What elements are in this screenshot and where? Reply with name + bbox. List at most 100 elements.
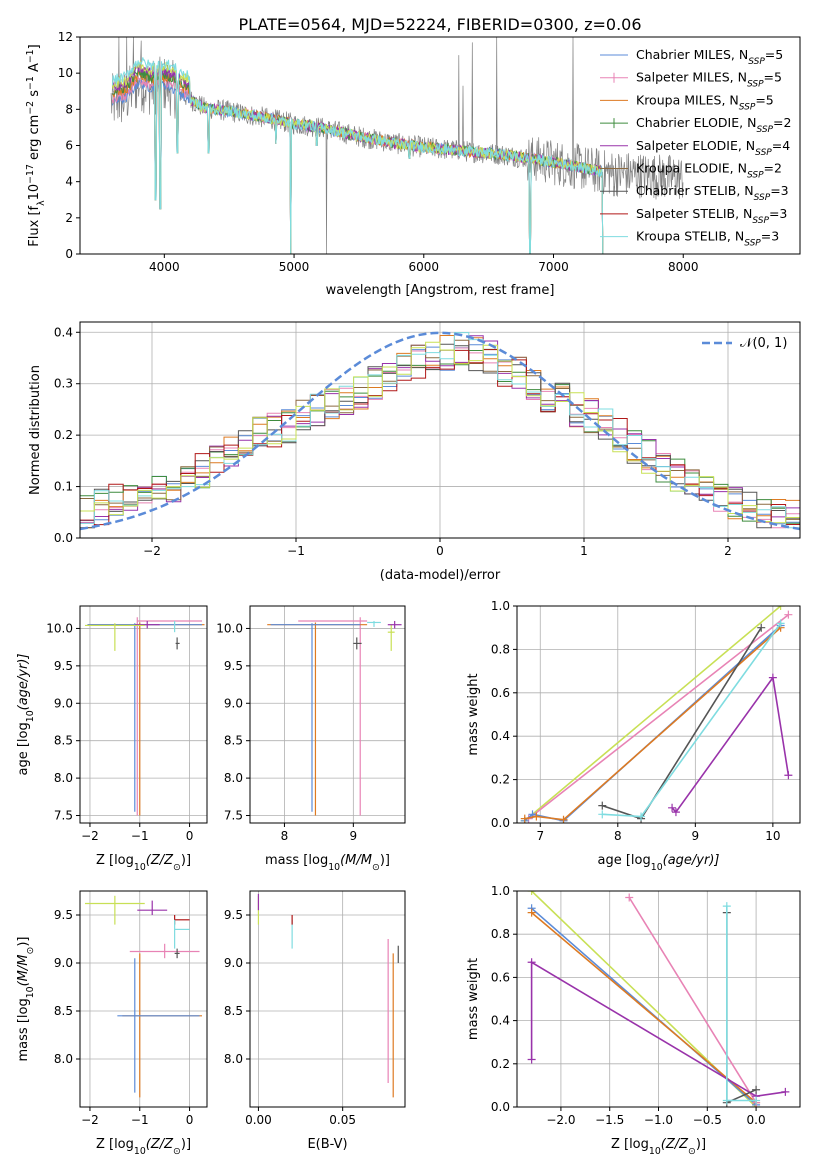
legend-entry: Salpeter STELIB, NSSP=3	[636, 206, 787, 226]
x-tick-label: 0	[186, 1113, 194, 1127]
residuals-ylabel: Normed distribution	[28, 365, 43, 495]
figure-title: PLATE=0564, MJD=52224, FIBERID=0300, z=0…	[238, 15, 641, 34]
y-tick-label: 0.4	[491, 1014, 510, 1028]
x-tick-label: 9	[692, 829, 700, 843]
age-vs-Z-panel: −2 −1 0 7.5 8.0 8.5 9.0 9.5 10.0 Z [log10(Z/Z⊙)] a…	[16, 605, 208, 873]
legend-entry: Chabrier ELODIE, NSSP=2	[636, 115, 791, 135]
weight-marker	[598, 810, 607, 819]
residuals-panel: −2 −1 0 1 2 0.0 0.1 0.2 0.3 0.4 (data-model)/error…	[28, 321, 801, 583]
y-tick-label: 0.0	[54, 531, 73, 545]
age-vs-Z-ylabel: age [log10(age/yr)]	[16, 654, 36, 776]
plot-frame	[249, 890, 406, 1108]
plot-frame	[79, 890, 208, 1108]
weight-line-kroupa-miles	[531, 911, 757, 1104]
y-tick-label: 0.2	[491, 1057, 510, 1071]
y-tick-label: 9.5	[224, 908, 243, 922]
y-tick-label: 10.0	[216, 621, 243, 635]
y-tick-label: 0.4	[491, 729, 510, 743]
y-tick-label: 8.0	[54, 1052, 73, 1066]
y-tick-label: 8.5	[224, 734, 243, 748]
x-tick-label: 5000	[279, 260, 310, 274]
legend-entry: 𝒩(0, 1)	[740, 336, 787, 351]
weight-marker	[776, 606, 785, 610]
x-tick-label: 6000	[409, 260, 440, 274]
weight-marker	[784, 771, 793, 780]
weight-vs-Z-panel: −2.0 −1.5 −1.0 −0.5 0.0 0.0 0.2 0.4 0.6 0.8 1.0 Z […	[466, 884, 801, 1157]
weight-marker	[532, 812, 541, 821]
y-tick-label: 1.0	[491, 599, 510, 613]
legend-entry: Salpeter MILES, NSSP=5	[636, 70, 782, 90]
weight-marker	[527, 1055, 536, 1064]
x-tick-label: −2	[81, 829, 99, 843]
legend-entry: Kroupa ELODIE, NSSP=2	[636, 161, 782, 181]
y-tick-label: 0	[65, 247, 73, 261]
y-tick-label: 4	[65, 175, 73, 189]
weight-marker	[559, 815, 568, 823]
weight-line-salpeter-elodie	[530, 960, 786, 1098]
x-tick-label: 4000	[149, 260, 180, 274]
y-tick-label: 9.0	[224, 956, 243, 970]
spectrum-panel-plot-area	[110, 37, 684, 254]
y-tick-label: 12	[58, 30, 73, 44]
y-tick-label: 8	[65, 102, 73, 116]
weight-marker	[668, 803, 677, 812]
x-tick-label: 10	[765, 829, 780, 843]
y-tick-label: 8.0	[54, 771, 73, 785]
age-vs-mass-panel-plot-area	[250, 606, 405, 823]
x-tick-label: 0.05	[329, 1113, 356, 1127]
y-tick-label: 1.0	[491, 884, 510, 898]
x-tick-label: −1.5	[595, 1113, 624, 1127]
y-tick-label: 9.0	[54, 696, 73, 710]
histogram-step-salpeter-stelib	[80, 349, 800, 526]
spectrum-ylabel: Flux [fλ10−17 erg cm−2 s−1 A−1]	[25, 44, 47, 246]
weight-marker	[598, 801, 607, 810]
weight-line-chabrier-stelib	[602, 627, 762, 820]
weight-marker	[722, 1096, 731, 1105]
x-tick-label: −1	[131, 829, 149, 843]
x-tick-label: −2	[81, 1113, 99, 1127]
x-tick-label: 0	[436, 544, 444, 558]
x-tick-label: 8	[614, 829, 622, 843]
y-tick-label: 2	[65, 211, 73, 225]
x-tick-label: 2	[724, 544, 732, 558]
y-tick-label: 10	[58, 66, 73, 80]
weight-line-salpeter-miles	[528, 614, 789, 820]
age-vs-mass-xlabel: mass [log10(M/M⊙)]	[265, 853, 390, 873]
y-tick-label: 0.4	[54, 325, 73, 339]
weight-marker	[520, 814, 529, 823]
weight-marker	[637, 812, 646, 821]
x-tick-label: 0.00	[245, 1113, 272, 1127]
y-tick-label: 9.0	[224, 696, 243, 710]
y-tick-label: 0.0	[491, 1100, 510, 1114]
histogram-step-extra	[80, 341, 800, 524]
y-tick-label: 8.5	[54, 1004, 73, 1018]
legend-entry: Chabrier STELIB, NSSP=3	[636, 183, 789, 203]
weight-marker	[671, 808, 680, 817]
mass-vs-Z-panel: −2 −1 0 8.0 8.5 9.0 9.5 Z [log10(Z/Z⊙)] mass [lo…	[16, 890, 208, 1157]
y-tick-label: 8.0	[224, 771, 243, 785]
weight-marker	[752, 1096, 761, 1105]
x-tick-label: 0	[186, 829, 194, 843]
mass-vs-EBV-panel: 0.00 0.05 8.0 8.5 9.0 9.5 E(B-V)	[224, 890, 406, 1152]
weight-vs-age-panel: 7 8 9 10 0.0 0.2 0.4 0.6 0.8 1.0 age [log10(age/yr…	[466, 599, 801, 873]
x-tick-label: 9	[350, 829, 358, 843]
mass-vs-Z-ylabel: mass [log10(M/M⊙)]	[16, 937, 36, 1062]
weight-vs-Z-panel-plot-area	[517, 891, 800, 1107]
weight-line-chabrier-stelib	[726, 912, 757, 1104]
age-vs-Z-xlabel: Z [log10(Z/Z⊙)]	[96, 853, 191, 873]
x-tick-label: −0.5	[693, 1113, 722, 1127]
weight-marker	[781, 1087, 790, 1096]
y-tick-label: 0.0	[491, 816, 510, 830]
weight-line-kroupa-miles	[524, 627, 782, 821]
weight-marker	[784, 610, 793, 619]
y-tick-label: 8.0	[224, 1052, 243, 1066]
weight-line-kroupa-stelib	[726, 906, 757, 1102]
y-tick-label: 0.1	[54, 480, 73, 494]
legend-entry: Kroupa STELIB, NSSP=3	[636, 229, 779, 249]
spectrum-xlabel: wavelength [Angstrom, rest frame]	[326, 283, 555, 298]
weight-line-salpeter-miles	[628, 897, 757, 1104]
x-tick-label: −1	[287, 544, 305, 558]
y-tick-label: 9.0	[54, 956, 73, 970]
weight-marker	[625, 893, 634, 902]
